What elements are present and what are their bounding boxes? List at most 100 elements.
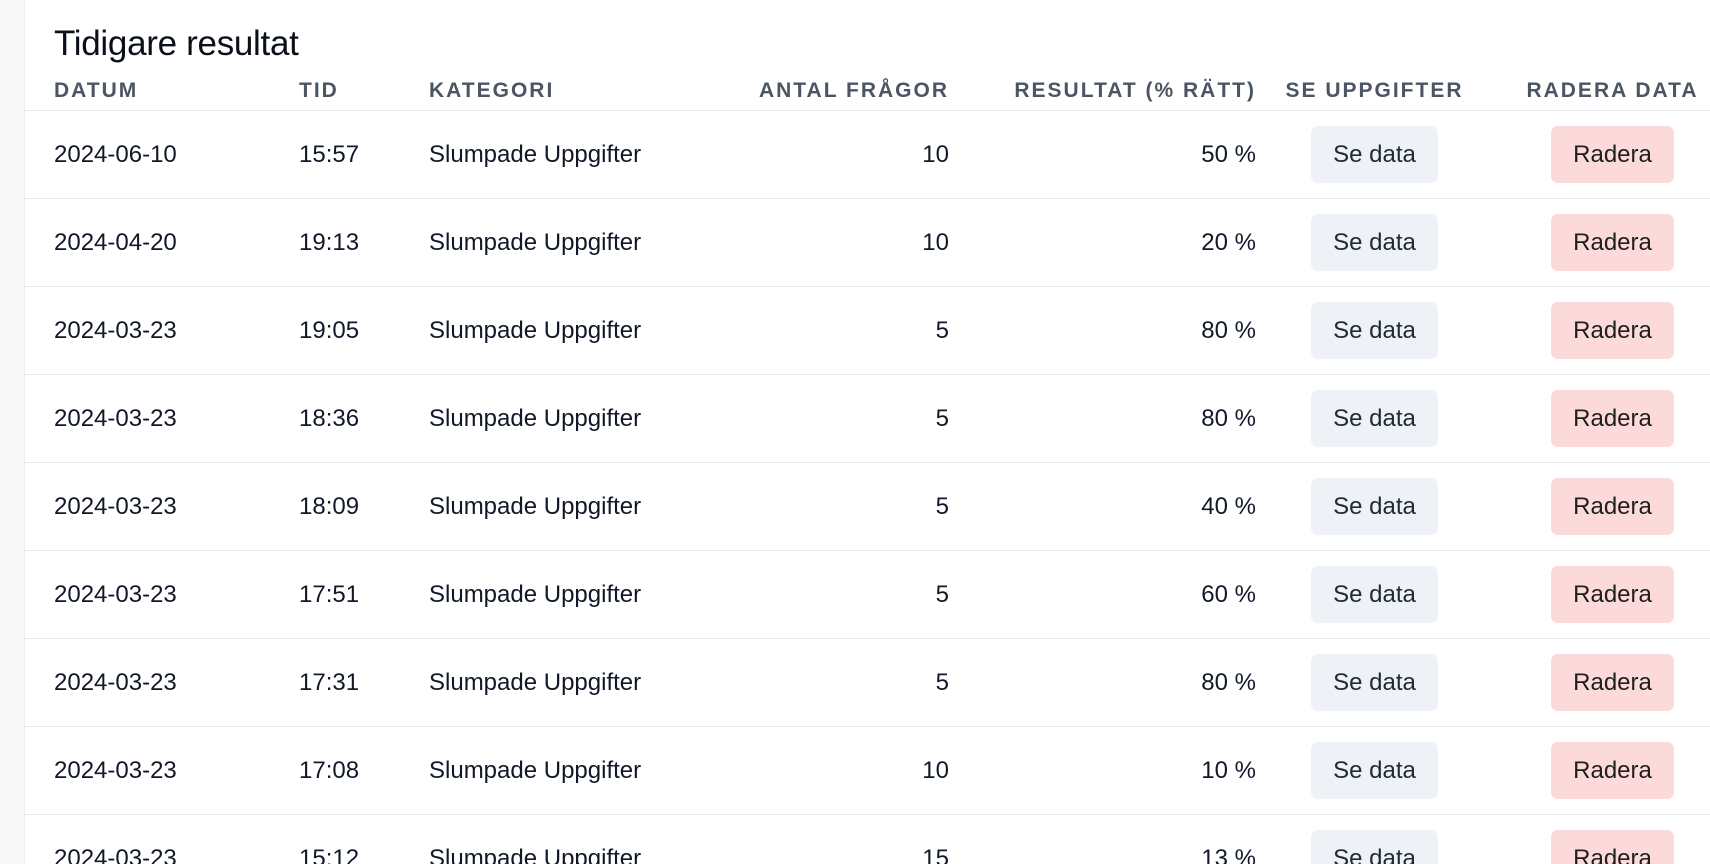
cell-time: 19:05 (294, 286, 429, 375)
cell-result: 20 % (949, 198, 1256, 287)
delete-button[interactable]: Radera (1551, 302, 1674, 359)
results-table: DATUM TID KATEGORI ANTAL FRÅGOR RESULTAT… (25, 72, 1710, 864)
cell-result: 80 % (949, 286, 1256, 375)
cell-result: 60 % (949, 550, 1256, 639)
view-data-button[interactable]: Se data (1311, 478, 1438, 535)
table-header: DATUM TID KATEGORI ANTAL FRÅGOR RESULTAT… (25, 72, 1710, 111)
cell-delete: Radera (1493, 550, 1710, 639)
cell-question-count: 10 (689, 726, 949, 815)
cell-question-count: 15 (689, 814, 949, 864)
cell-question-count: 5 (689, 638, 949, 727)
cell-time: 17:08 (294, 726, 429, 815)
table-row: 2024-03-23 17:51 Slumpade Uppgifter 5 60 % Se… (25, 550, 1710, 639)
header-question-count: ANTAL FRÅGOR (689, 72, 949, 111)
cell-category: Slumpade Uppgifter (429, 374, 689, 463)
cell-question-count: 5 (689, 286, 949, 375)
cell-time: 19:13 (294, 198, 429, 287)
results-panel: Tidigare resultat DATUM TID KATEGORI ANT… (25, 0, 1710, 864)
cell-delete: Radera (1493, 110, 1710, 199)
cell-question-count: 5 (689, 374, 949, 463)
cell-date: 2024-03-23 (25, 638, 294, 727)
cell-result: 13 % (949, 814, 1256, 864)
cell-view: Se data (1256, 550, 1493, 639)
cell-category: Slumpade Uppgifter (429, 462, 689, 551)
cell-view: Se data (1256, 110, 1493, 199)
cell-result: 80 % (949, 638, 1256, 727)
table-row: 2024-03-23 15:12 Slumpade Uppgifter 15 13 % S… (25, 814, 1710, 864)
page-title: Tidigare resultat (54, 24, 299, 63)
header-row: DATUM TID KATEGORI ANTAL FRÅGOR RESULTAT… (25, 72, 1710, 111)
cell-category: Slumpade Uppgifter (429, 286, 689, 375)
cell-result: 50 % (949, 110, 1256, 199)
left-gutter (0, 0, 25, 864)
cell-date: 2024-03-23 (25, 374, 294, 463)
view-data-button[interactable]: Se data (1311, 830, 1438, 864)
table-body: 2024-06-10 15:57 Slumpade Uppgifter 10 50 % S… (25, 110, 1710, 864)
cell-time: 18:36 (294, 374, 429, 463)
delete-button[interactable]: Radera (1551, 742, 1674, 799)
cell-category: Slumpade Uppgifter (429, 550, 689, 639)
delete-button[interactable]: Radera (1551, 126, 1674, 183)
cell-view: Se data (1256, 462, 1493, 551)
view-data-button[interactable]: Se data (1311, 742, 1438, 799)
header-category: KATEGORI (429, 72, 689, 111)
cell-category: Slumpade Uppgifter (429, 198, 689, 287)
cell-result: 10 % (949, 726, 1256, 815)
cell-delete: Radera (1493, 638, 1710, 727)
cell-result: 40 % (949, 462, 1256, 551)
delete-button[interactable]: Radera (1551, 478, 1674, 535)
header-time: TID (294, 72, 429, 111)
table-row: 2024-03-23 17:08 Slumpade Uppgifter 10 10 % S… (25, 726, 1710, 815)
view-data-button[interactable]: Se data (1311, 654, 1438, 711)
cell-time: 17:51 (294, 550, 429, 639)
table-row: 2024-06-10 15:57 Slumpade Uppgifter 10 50 % S… (25, 110, 1710, 199)
cell-time: 15:57 (294, 110, 429, 199)
table-row: 2024-03-23 19:05 Slumpade Uppgifter 5 80 % Se… (25, 286, 1710, 375)
cell-delete: Radera (1493, 286, 1710, 375)
header-delete-data: RADERA DATA (1493, 72, 1710, 111)
view-data-button[interactable]: Se data (1311, 302, 1438, 359)
header-date: DATUM (25, 72, 294, 111)
cell-question-count: 10 (689, 110, 949, 199)
delete-button[interactable]: Radera (1551, 214, 1674, 271)
cell-date: 2024-03-23 (25, 286, 294, 375)
table-row: 2024-03-23 18:09 Slumpade Uppgifter 5 40 % Se… (25, 462, 1710, 551)
cell-delete: Radera (1493, 462, 1710, 551)
cell-date: 2024-03-23 (25, 462, 294, 551)
cell-date: 2024-04-20 (25, 198, 294, 287)
cell-view: Se data (1256, 814, 1493, 864)
cell-time: 17:31 (294, 638, 429, 727)
header-view-tasks: SE UPPGIFTER (1256, 72, 1493, 111)
view-data-button[interactable]: Se data (1311, 214, 1438, 271)
cell-category: Slumpade Uppgifter (429, 110, 689, 199)
delete-button[interactable]: Radera (1551, 830, 1674, 864)
cell-question-count: 5 (689, 462, 949, 551)
cell-view: Se data (1256, 198, 1493, 287)
cell-category: Slumpade Uppgifter (429, 726, 689, 815)
header-result: RESULTAT (% RÄTT) (949, 72, 1256, 111)
cell-category: Slumpade Uppgifter (429, 638, 689, 727)
view-data-button[interactable]: Se data (1311, 126, 1438, 183)
cell-delete: Radera (1493, 814, 1710, 864)
cell-date: 2024-06-10 (25, 110, 294, 199)
table-row: 2024-03-23 18:36 Slumpade Uppgifter 5 80 % Se… (25, 374, 1710, 463)
delete-button[interactable]: Radera (1551, 566, 1674, 623)
delete-button[interactable]: Radera (1551, 390, 1674, 447)
cell-view: Se data (1256, 726, 1493, 815)
cell-delete: Radera (1493, 374, 1710, 463)
cell-date: 2024-03-23 (25, 726, 294, 815)
cell-result: 80 % (949, 374, 1256, 463)
cell-date: 2024-03-23 (25, 550, 294, 639)
cell-view: Se data (1256, 286, 1493, 375)
cell-time: 18:09 (294, 462, 429, 551)
cell-view: Se data (1256, 638, 1493, 727)
view-data-button[interactable]: Se data (1311, 390, 1438, 447)
table-row: 2024-04-20 19:13 Slumpade Uppgifter 10 20 % S… (25, 198, 1710, 287)
view-data-button[interactable]: Se data (1311, 566, 1438, 623)
cell-date: 2024-03-23 (25, 814, 294, 864)
cell-delete: Radera (1493, 198, 1710, 287)
cell-question-count: 5 (689, 550, 949, 639)
delete-button[interactable]: Radera (1551, 654, 1674, 711)
cell-view: Se data (1256, 374, 1493, 463)
table-row: 2024-03-23 17:31 Slumpade Uppgifter 5 80 % Se… (25, 638, 1710, 727)
